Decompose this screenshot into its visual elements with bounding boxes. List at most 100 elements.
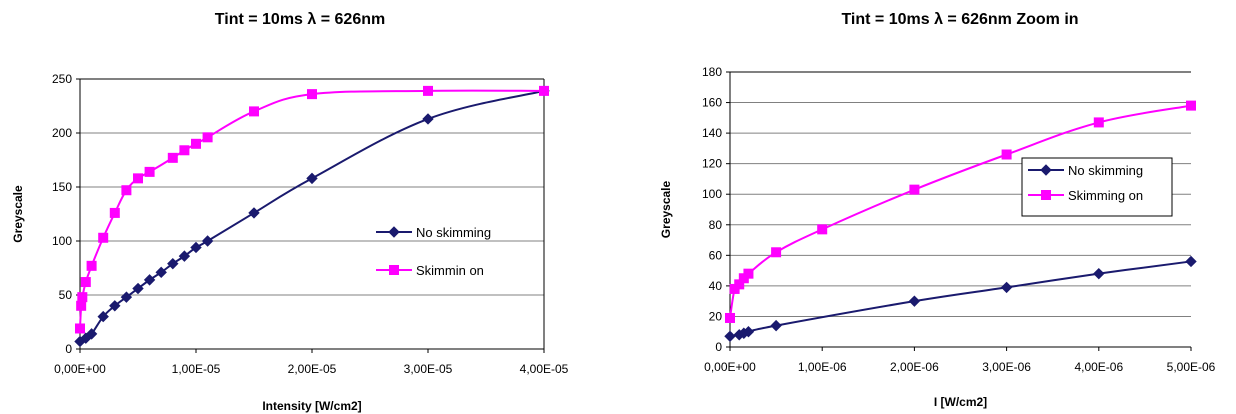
data-point: [248, 207, 260, 219]
data-point: [143, 274, 156, 286]
data-point: [1185, 255, 1197, 268]
legend-label: No skimming: [1068, 163, 1143, 178]
data-point: [817, 224, 828, 235]
data-point: [155, 266, 167, 279]
data-point: [121, 185, 132, 196]
x-tick-label: 3,00E-06: [982, 360, 1031, 374]
series-line: [79, 89, 545, 343]
data-point: [771, 247, 782, 258]
data-point: [167, 152, 178, 163]
legend: No skimming Skimming on: [1021, 157, 1173, 217]
x-tick-label: 4,00E-05: [520, 362, 569, 376]
data-point: [75, 323, 85, 334]
y-tick-label: 160: [702, 96, 722, 110]
y-tick-label: 40: [709, 279, 723, 293]
legend-marker: [389, 265, 399, 275]
data-point: [909, 184, 920, 195]
data-point: [725, 312, 735, 323]
data-point: [201, 235, 214, 247]
chart-1: Tint = 10ms λ = 626nm 0 50 100 150 200 250 0,00…: [11, 11, 569, 413]
data-point: [132, 282, 144, 295]
data-point: [202, 132, 213, 143]
data-point: [724, 330, 736, 343]
y-tick-label: 80: [709, 218, 723, 232]
y-tick-label: 150: [52, 180, 72, 194]
data-point: [742, 326, 755, 338]
data-point: [167, 257, 179, 270]
data-point: [249, 106, 259, 117]
data-point: [76, 300, 87, 311]
y-tick-label: 200: [52, 126, 72, 140]
x-axis-label: Intensity [W/cm2]: [262, 399, 361, 413]
data-point: [178, 250, 191, 262]
y-tick-label: 0: [715, 340, 722, 354]
x-tick-label: 3,00E-05: [404, 362, 453, 376]
data-point: [423, 85, 433, 96]
x-axis-label: I [W/cm2]: [934, 395, 987, 409]
y-tick-label: 0: [65, 342, 72, 356]
legend-label: Skimmin on: [416, 263, 484, 278]
data-point: [86, 260, 97, 271]
chart-title: Tint = 10ms λ = 626nm: [215, 11, 385, 28]
x-tick-label: 4,00E-06: [1074, 360, 1123, 374]
data-point: [1093, 117, 1104, 128]
y-tick-label: 250: [52, 72, 72, 86]
data-point: [77, 292, 88, 303]
series-1: [724, 255, 1197, 343]
series-line: [79, 89, 545, 329]
data-point: [85, 328, 98, 340]
data-point: [109, 300, 121, 312]
data-point: [422, 113, 434, 125]
data-point: [1093, 267, 1105, 280]
data-point: [307, 89, 317, 100]
data-point: [144, 166, 155, 177]
y-axis-label: Greyscale: [11, 185, 25, 243]
y-tick-label: 50: [59, 288, 73, 302]
data-point: [1001, 149, 1012, 160]
series-2: [75, 85, 549, 334]
data-point: [190, 241, 202, 254]
data-point: [770, 319, 782, 332]
data-point: [98, 232, 109, 243]
legend-label: Skimming on: [1068, 188, 1143, 203]
chart-title: Tint = 10ms λ = 626nm Zoom in: [841, 11, 1078, 28]
data-point: [80, 277, 91, 288]
legend-marker: [388, 226, 400, 238]
x-tick-label: 2,00E-06: [890, 360, 939, 374]
y-tick-label: 60: [709, 248, 723, 262]
y-tick-label: 100: [52, 234, 72, 248]
data-point: [539, 85, 549, 96]
data-point: [179, 145, 190, 156]
data-point: [133, 173, 143, 184]
x-tick-label: 1,00E-05: [172, 362, 221, 376]
chart-2: Tint = 10ms λ = 626nm Zoom in 0 20 40 60 80 10…: [659, 11, 1216, 409]
data-point: [97, 310, 109, 323]
series-1: [74, 85, 550, 348]
data-point: [743, 268, 754, 279]
series-2: [725, 100, 1196, 323]
y-tick-label: 100: [702, 187, 722, 201]
y-tick-label: 140: [702, 126, 722, 140]
series-line: [729, 260, 1192, 338]
legend-marker: [1041, 190, 1051, 200]
data-point: [120, 291, 133, 303]
data-point: [109, 207, 120, 218]
x-tick-label: 0,00E+00: [54, 362, 106, 376]
x-tick-label: 2,00E-05: [288, 362, 337, 376]
y-tick-label: 120: [702, 157, 722, 171]
y-tick-label: 20: [709, 309, 723, 323]
y-tick-label: 180: [702, 65, 722, 79]
data-point: [1000, 281, 1013, 294]
legend-marker: [1040, 164, 1052, 176]
legend: No skimming Skimmin on: [376, 225, 491, 278]
y-axis-label: Greyscale: [659, 180, 673, 238]
x-tick-label: 0,00E+00: [704, 360, 756, 374]
x-tick-label: 1,00E-06: [798, 360, 847, 374]
data-point: [306, 172, 318, 185]
legend-label: No skimming: [416, 225, 491, 240]
data-point: [191, 138, 201, 149]
data-point: [908, 295, 921, 307]
data-point: [1186, 100, 1196, 111]
